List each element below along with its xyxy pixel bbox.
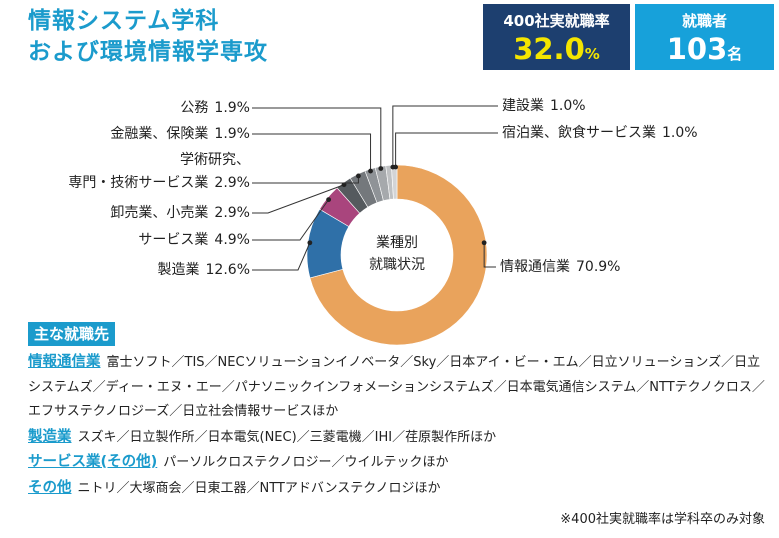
value-label: 1.9% xyxy=(214,99,250,116)
employer-names: ニトリ／大塚商会／日東工器／NTTアドバンステクノロジほか xyxy=(77,480,441,496)
leader-line xyxy=(252,133,372,172)
leader-dot xyxy=(307,240,313,246)
leader-line xyxy=(252,184,345,214)
graduates-value: 103 xyxy=(666,32,728,66)
slice-label: 公務 1.9% xyxy=(180,97,250,120)
donut-slice xyxy=(309,164,488,346)
value-label: 2.9% xyxy=(214,174,250,191)
footnote: ※400社実就職率は学科卒のみ対象 xyxy=(560,512,765,527)
industry-label: 製造業 xyxy=(28,428,72,445)
employer-names: スズキ／日立製作所／日本電気(NEC)／三菱電機／IHI／荏原製作所ほか xyxy=(77,429,497,445)
category-name: 製造業 xyxy=(157,261,200,278)
chart-title: 業種別 就職状況 xyxy=(369,235,425,273)
category-name: 宿泊業、飲食サービス業 xyxy=(502,124,656,141)
value-label: 1.0% xyxy=(550,97,586,114)
employer-entry: 情報通信業 富士ソフト／TIS／NECソリューションイノベータ／Sky／日本アイ・… xyxy=(28,350,770,425)
value-label: 1.9% xyxy=(214,125,250,142)
rate-unit: % xyxy=(584,45,600,63)
leader-dot xyxy=(393,164,399,170)
slice-label: サービス業 4.9% xyxy=(138,229,250,252)
leader-line xyxy=(483,242,496,268)
industry-label: 情報通信業 xyxy=(28,354,101,370)
category-name: 公務 xyxy=(180,99,209,116)
slice-label: 卸売業、小売業 2.9% xyxy=(110,202,250,225)
leader-dot xyxy=(326,197,332,203)
leader-dot xyxy=(356,173,361,179)
leader-line xyxy=(395,132,498,168)
leader-dot xyxy=(368,168,373,174)
leader-line xyxy=(252,107,382,169)
leader-dot xyxy=(481,240,487,246)
slice-label: 情報通信業 70.9% xyxy=(500,256,620,279)
employer-entry: 製造業 スズキ／日立製作所／日本電気(NEC)／三菱電機／IHI／荏原製作所ほか xyxy=(28,425,770,451)
category-name: 情報通信業 xyxy=(500,258,570,275)
industry-label: サービス業(その他) xyxy=(28,454,158,470)
category-name: サービス業 xyxy=(138,231,209,248)
title-line: および環境情報学専攻 xyxy=(28,39,268,65)
category-name: 学術研究、 専門・技術サービス業 xyxy=(68,151,250,191)
graduates-label: 就職者 xyxy=(681,12,727,30)
rate-value: 32.0 xyxy=(513,32,585,66)
employer-list: 情報通信業 富士ソフト／TIS／NECソリューションイノベータ／Sky／日本アイ・… xyxy=(28,350,770,501)
slice-label: 建設業 1.0% xyxy=(502,95,586,118)
slice-label: 製造業 12.6% xyxy=(158,259,250,282)
leader-line xyxy=(252,199,330,241)
industry-label: その他 xyxy=(28,479,72,496)
rate-box: 400社実就職率 32.0% xyxy=(483,4,630,70)
employer-names: パーソルクロステクノロジー／ウイルテックほか xyxy=(163,455,449,470)
graduates-unit: 名 xyxy=(727,45,743,63)
employer-names: 富士ソフト／TIS／NECソリューションイノベータ／Sky／日本アイ・ビー・エム… xyxy=(28,355,765,419)
slice-label: 学術研究、 専門・技術サービス業 2.9% xyxy=(68,149,250,195)
leader-dot xyxy=(378,166,384,171)
slice-label: 金融業、保険業 1.9% xyxy=(110,123,250,146)
leader-line xyxy=(252,242,311,271)
rate-label: 400社実就職率 xyxy=(503,12,610,30)
employer-entry: サービス業(その他) パーソルクロステクノロジー／ウイルテックほか xyxy=(28,450,770,476)
value-label: 4.9% xyxy=(214,231,250,248)
leader-dot xyxy=(341,182,347,188)
title-line: 情報システム学科 xyxy=(28,8,220,34)
title: 情報システム学科 および環境情報学専攻 xyxy=(28,6,268,68)
slice-label: 宿泊業、飲食サービス業 1.0% xyxy=(502,122,698,145)
category-name: 建設業 xyxy=(502,97,544,114)
value-label: 1.0% xyxy=(662,124,698,141)
category-name: 卸売業、小売業 xyxy=(110,204,209,221)
category-name: 金融業、保険業 xyxy=(110,125,209,142)
value-label: 2.9% xyxy=(214,204,250,221)
value-label: 12.6% xyxy=(205,261,250,278)
employer-entry: その他 ニトリ／大塚商会／日東工器／NTTアドバンステクノロジほか xyxy=(28,476,770,502)
section-heading: 主な就職先 xyxy=(28,322,116,346)
value-label: 70.9% xyxy=(576,258,621,275)
graduates-box: 就職者 103名 xyxy=(635,4,774,70)
leader-line xyxy=(392,105,498,168)
leader-line xyxy=(252,175,359,184)
